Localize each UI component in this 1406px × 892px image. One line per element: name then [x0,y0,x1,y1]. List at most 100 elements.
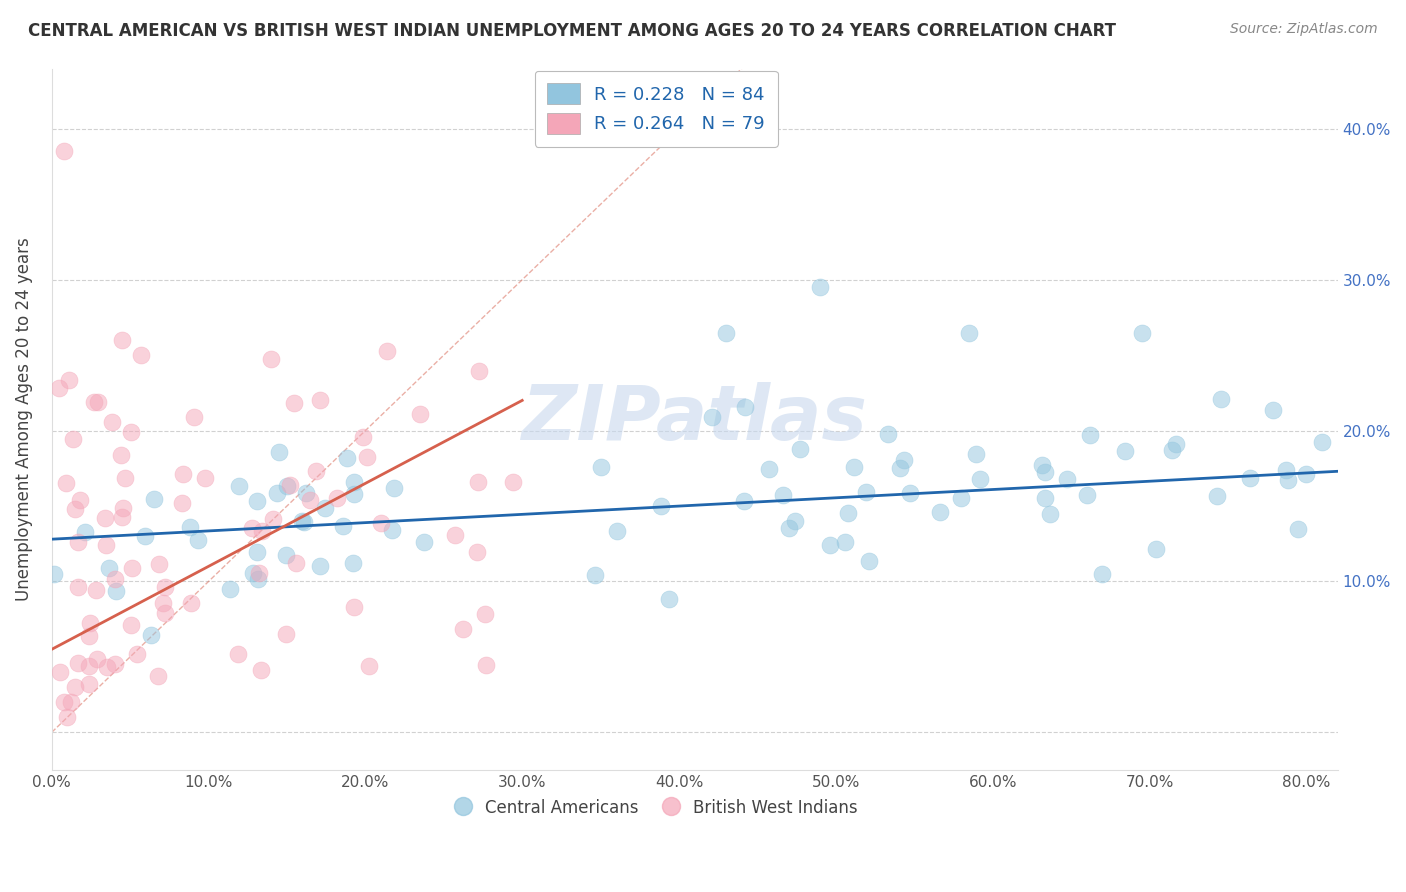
Point [291,514,314,528]
Point [1275,463,1298,477]
Point [246,545,269,559]
Point [370,516,392,530]
Point [583,567,606,582]
Point [1091,566,1114,581]
Point [67,535,90,549]
Point [381,523,404,537]
Point [79,616,101,631]
Point [250,524,273,538]
Point [66,656,89,670]
Point [98,560,121,574]
Point [502,475,524,489]
Point [56,710,79,724]
Point [1239,471,1261,485]
Point [86,395,108,409]
Point [1211,392,1233,407]
Point [77,659,100,673]
Point [266,486,288,500]
Point [409,407,432,421]
Point [62,433,84,447]
Point [1078,428,1101,442]
Point [314,500,336,515]
Point [226,648,249,662]
Point [86,652,108,666]
Point [468,364,491,378]
Point [336,450,359,465]
Point [1295,467,1317,482]
Point [1114,444,1136,458]
Point [152,596,174,610]
Point [114,471,136,485]
Point [650,499,672,513]
Point [444,528,467,542]
Point [96,659,118,673]
Point [69,492,91,507]
Point [247,566,270,580]
Point [110,448,132,462]
Point [148,557,170,571]
Point [343,486,366,500]
Point [100,415,122,429]
Point [342,556,364,570]
Point [308,558,330,573]
Point [187,533,209,547]
Point [467,475,489,489]
Point [778,521,800,535]
Point [1039,507,1062,521]
Point [183,409,205,424]
Point [474,607,496,622]
Point [278,478,301,492]
Point [377,343,399,358]
Legend: Central Americans, British West Indians: Central Americans, British West Indians [449,791,865,825]
Point [733,493,755,508]
Point [889,460,911,475]
Point [246,572,269,586]
Point [134,528,156,542]
Point [758,462,780,476]
Point [658,592,681,607]
Point [170,496,193,510]
Point [283,396,305,410]
Point [153,580,176,594]
Point [734,401,756,415]
Point [969,472,991,486]
Point [1031,458,1053,472]
Point [1056,472,1078,486]
Point [262,512,284,526]
Point [1160,443,1182,458]
Point [808,280,831,294]
Point [1164,437,1187,451]
Point [834,534,856,549]
Point [146,669,169,683]
Point [1130,326,1153,340]
Point [63,502,86,516]
Point [179,520,201,534]
Point [228,479,250,493]
Point [772,488,794,502]
Point [65,680,87,694]
Point [285,556,308,570]
Point [58,373,80,387]
Point [467,545,489,559]
Point [858,554,880,568]
Point [53,145,76,159]
Point [104,584,127,599]
Point [356,450,378,464]
Point [53,695,76,709]
Point [326,491,349,505]
Point [359,659,381,673]
Point [59,695,82,709]
Point [120,618,142,632]
Point [48,665,70,679]
Point [352,430,374,444]
Point [218,582,240,596]
Point [700,409,723,424]
Point [837,506,859,520]
Point [84,583,107,598]
Point [1310,435,1333,450]
Point [129,349,152,363]
Point [111,509,134,524]
Point [294,485,316,500]
Point [1144,541,1167,556]
Point [104,572,127,586]
